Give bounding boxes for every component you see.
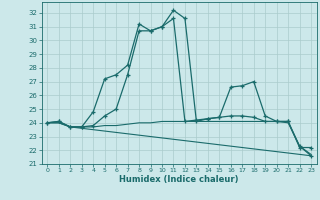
X-axis label: Humidex (Indice chaleur): Humidex (Indice chaleur) [119, 175, 239, 184]
